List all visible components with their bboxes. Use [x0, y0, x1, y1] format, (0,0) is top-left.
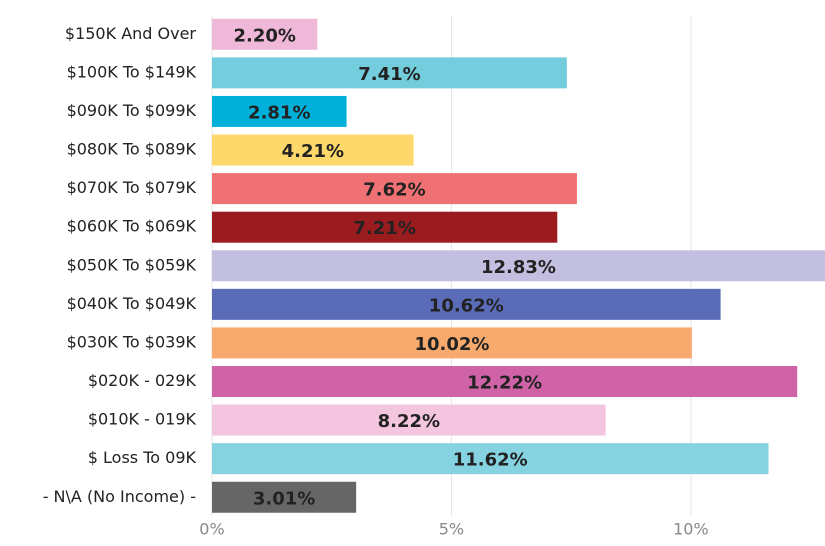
data-label: 7.62% [363, 180, 425, 201]
bar [212, 366, 798, 398]
bar [212, 134, 414, 166]
data-label: 7.21% [353, 218, 415, 239]
y-tick-label: $150K And Over [65, 24, 197, 43]
data-label: 7.41% [358, 64, 420, 85]
data-label: 8.22% [378, 411, 440, 432]
y-tick-label: $070K To $079K [67, 178, 197, 197]
y-tick-label: $ Loss To 09K [88, 448, 197, 467]
bar [212, 57, 567, 89]
x-tick-label: 0% [199, 520, 224, 539]
data-label: 11.62% [453, 450, 528, 471]
bar [212, 95, 347, 127]
bar [212, 173, 577, 205]
x-tick-label: 10% [673, 520, 709, 539]
y-tick-label: - N\A (No Income) - [43, 487, 196, 506]
data-label: 3.01% [253, 488, 315, 509]
x-tick-label: 5% [439, 520, 464, 539]
bar [212, 211, 558, 243]
data-label: 10.02% [414, 334, 489, 355]
data-label: 2.20% [233, 25, 295, 46]
y-tick-label: $090K To $099K [67, 101, 197, 120]
bar [212, 250, 825, 282]
bar [212, 288, 721, 320]
y-tick-label: $010K - 019K [88, 410, 197, 429]
y-tick-label: $060K To $069K [67, 217, 197, 236]
y-tick-label: $030K To $039K [67, 332, 197, 351]
data-label: 12.83% [481, 257, 556, 278]
bar [212, 443, 769, 475]
y-tick-label: $100K To $149K [67, 62, 197, 81]
data-label: 12.22% [467, 373, 542, 394]
bar [212, 18, 318, 50]
y-tick-label: $050K To $059K [67, 255, 197, 274]
bar [212, 481, 357, 513]
y-tick-label: $040K To $049K [67, 294, 197, 313]
data-label: 2.81% [248, 102, 310, 123]
y-tick-label: $020K - 029K [88, 371, 197, 390]
data-label: 10.62% [429, 295, 504, 316]
y-tick-label: $080K To $089K [67, 140, 197, 159]
bar [212, 327, 692, 359]
data-label: 4.21% [282, 141, 344, 162]
bar [212, 404, 606, 436]
